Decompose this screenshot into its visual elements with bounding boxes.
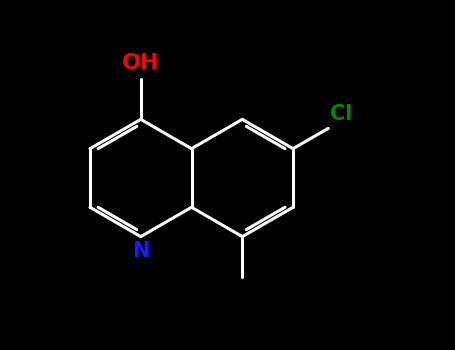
Text: Cl: Cl	[330, 104, 353, 124]
Text: OH: OH	[122, 53, 160, 74]
Text: N: N	[132, 241, 150, 261]
